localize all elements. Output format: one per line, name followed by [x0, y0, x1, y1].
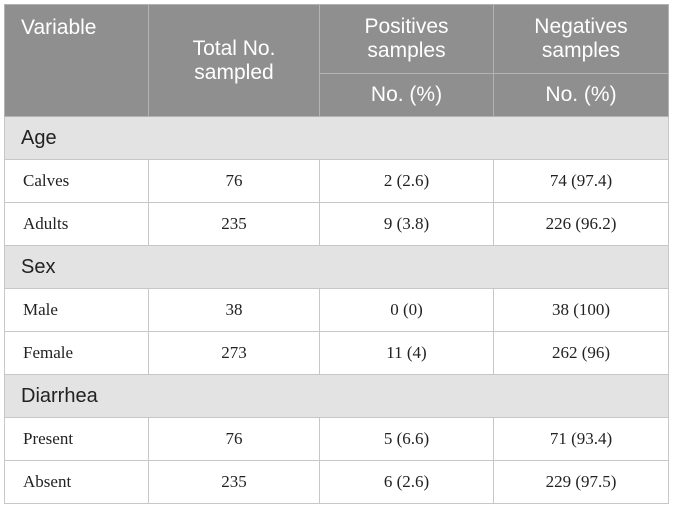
table-row: Male 38 0 (0) 38 (100)	[4, 288, 669, 332]
cell-positives: 11 (4)	[319, 331, 494, 375]
cell-total: 273	[148, 331, 320, 375]
table-row: Calves 76 2 (2.6) 74 (97.4)	[4, 159, 669, 203]
cell-total: 76	[148, 159, 320, 203]
header-positives-unit: No. (%)	[319, 73, 494, 117]
row-label: Present	[4, 417, 149, 461]
cell-negatives: 74 (97.4)	[493, 159, 669, 203]
section-title: Diarrhea	[4, 374, 669, 418]
section-title: Age	[4, 116, 669, 160]
cell-negatives: 229 (97.5)	[493, 460, 669, 504]
header-negatives: Negatives samples	[493, 4, 669, 74]
cell-negatives: 262 (96)	[493, 331, 669, 375]
cell-negatives: 226 (96.2)	[493, 202, 669, 246]
row-label: Adults	[4, 202, 149, 246]
row-label: Absent	[4, 460, 149, 504]
cell-total: 235	[148, 202, 320, 246]
data-table: Variable Total No. sampled Positives sam…	[4, 4, 669, 504]
cell-negatives: 38 (100)	[493, 288, 669, 332]
cell-positives: 6 (2.6)	[319, 460, 494, 504]
cell-positives: 0 (0)	[319, 288, 494, 332]
cell-positives: 2 (2.6)	[319, 159, 494, 203]
row-label: Female	[4, 331, 149, 375]
cell-negatives: 71 (93.4)	[493, 417, 669, 461]
table-row: Female 273 11 (4) 262 (96)	[4, 331, 669, 375]
cell-positives: 9 (3.8)	[319, 202, 494, 246]
table-row: Present 76 5 (6.6) 71 (93.4)	[4, 417, 669, 461]
cell-total: 38	[148, 288, 320, 332]
header-positives: Positives samples	[319, 4, 494, 74]
header-total: Total No. sampled	[148, 4, 320, 117]
header-variable: Variable	[4, 4, 149, 117]
cell-total: 235	[148, 460, 320, 504]
table-row: Adults 235 9 (3.8) 226 (96.2)	[4, 202, 669, 246]
row-label: Calves	[4, 159, 149, 203]
table-row: Absent 235 6 (2.6) 229 (97.5)	[4, 460, 669, 504]
header-negatives-unit: No. (%)	[493, 73, 669, 117]
row-label: Male	[4, 288, 149, 332]
section-title: Sex	[4, 245, 669, 289]
cell-positives: 5 (6.6)	[319, 417, 494, 461]
cell-total: 76	[148, 417, 320, 461]
